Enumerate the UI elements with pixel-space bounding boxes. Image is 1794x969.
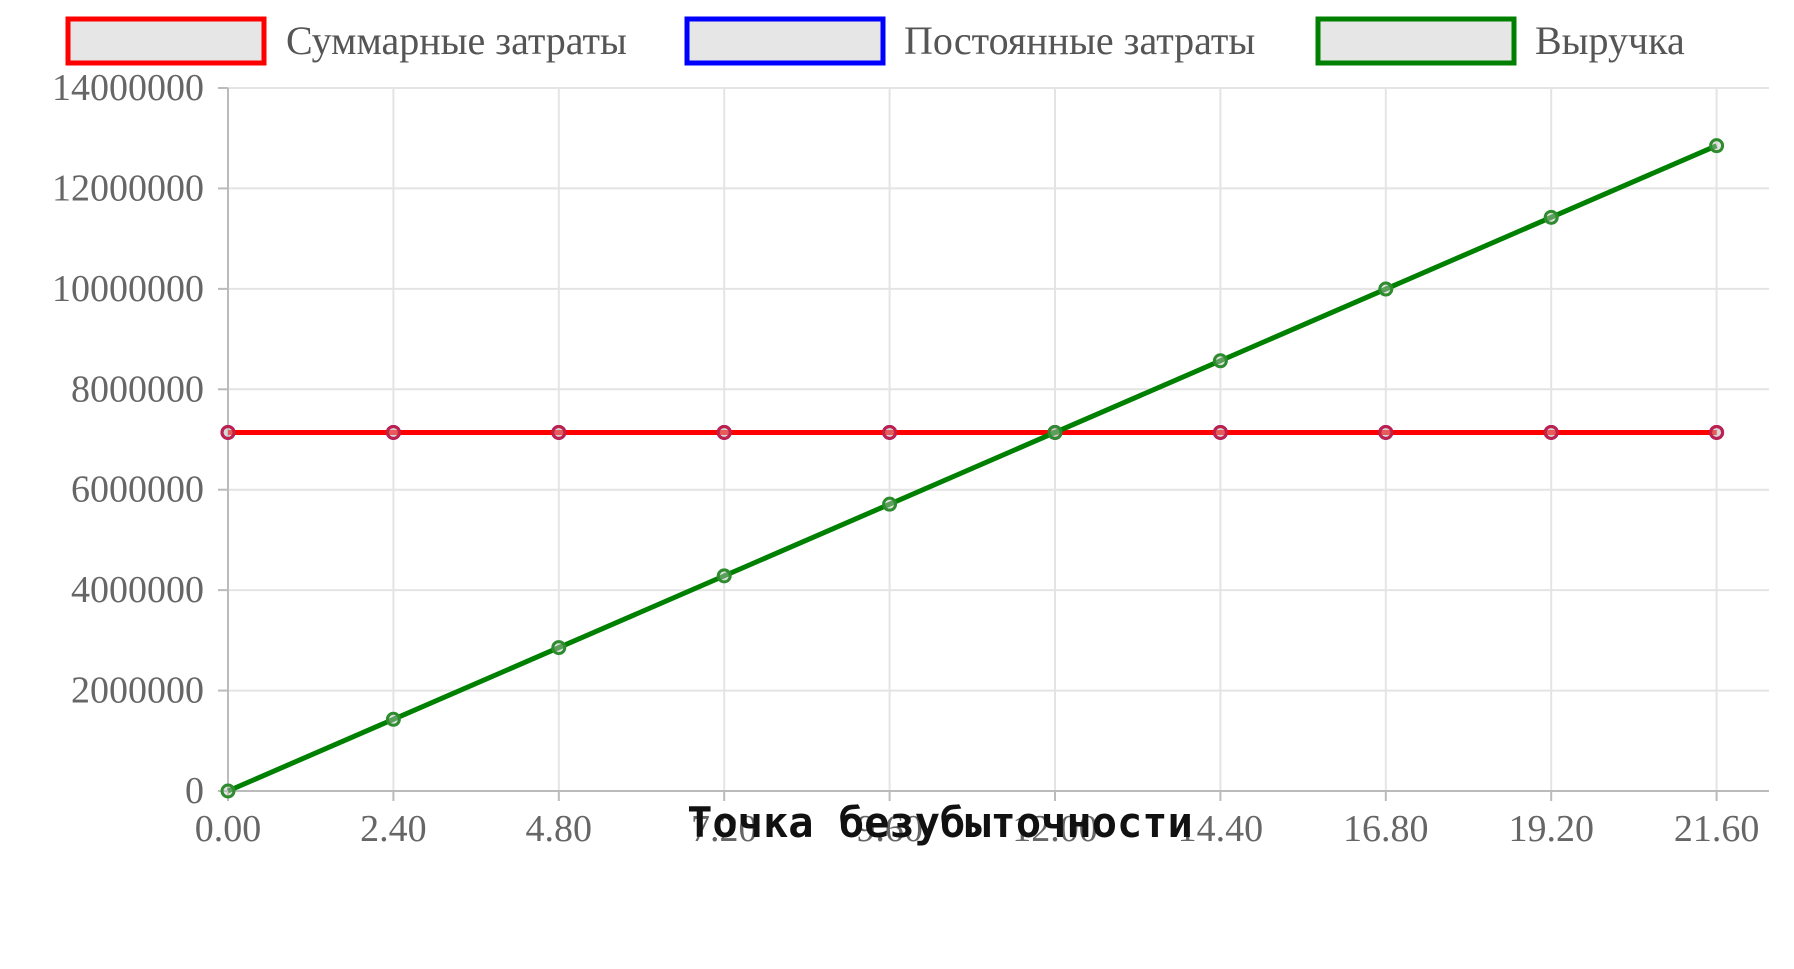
series-2-point xyxy=(1709,138,1725,154)
y-tick-label: 12000000 xyxy=(52,167,204,209)
chart-caption: Точка безубыточности xyxy=(687,798,1193,847)
series-2-group xyxy=(220,138,1725,799)
legend-item[interactable]: Выручка xyxy=(1315,16,1685,66)
legend-label: Постоянные затраты xyxy=(904,18,1255,63)
y-tick-label: 14000000 xyxy=(52,67,204,109)
y-tick-label: 8000000 xyxy=(71,368,204,410)
legend-swatch xyxy=(65,16,267,66)
x-tick-label: 14.40 xyxy=(1178,808,1264,850)
series-2-point xyxy=(716,568,732,584)
series-0-point xyxy=(385,424,401,440)
series-2-point xyxy=(1047,424,1063,440)
x-tick-label: 12.00 xyxy=(1012,808,1098,850)
y-tick-label: 2000000 xyxy=(71,670,204,712)
x-tick-label: 19.20 xyxy=(1508,808,1594,850)
legend-swatch xyxy=(684,16,886,66)
x-tick-label: 7.20 xyxy=(691,808,758,850)
series-0-point xyxy=(220,424,236,440)
series-lines xyxy=(220,138,1725,799)
y-tick-label: 6000000 xyxy=(71,469,204,511)
series-2-point xyxy=(1212,353,1228,369)
series-2-point xyxy=(1543,209,1559,225)
series-0-point xyxy=(551,424,567,440)
x-tick-label: 0.00 xyxy=(195,808,262,850)
legend-label: Суммарные затраты xyxy=(286,18,627,63)
x-tick-label: 16.80 xyxy=(1343,808,1429,850)
series-0-group xyxy=(220,424,1725,440)
grid xyxy=(228,87,1769,791)
x-tick-label: 9.60 xyxy=(856,808,923,850)
axes: 0 2000000 4000000 6000000 8000000 10000000 120… xyxy=(52,67,1769,850)
legend: Суммарные затраты Постоянные затраты Выруч… xyxy=(65,16,1685,66)
legend-label: Выручка xyxy=(1535,18,1685,63)
series-0-point xyxy=(882,424,898,440)
series-0-point xyxy=(716,424,732,440)
legend-item[interactable]: Суммарные затраты xyxy=(65,16,627,66)
series-2-point xyxy=(1378,281,1394,297)
x-tick-label: 21.60 xyxy=(1674,808,1760,850)
series-0-point xyxy=(1212,424,1228,440)
x-tick-label: 4.80 xyxy=(526,808,593,850)
legend-swatch xyxy=(1315,16,1517,66)
series-2-point xyxy=(882,496,898,512)
series-2-point xyxy=(220,783,236,799)
series-0-point xyxy=(1709,424,1725,440)
series-2-point xyxy=(551,640,567,656)
y-tick-label: 0 xyxy=(185,770,204,812)
y-tick-label: 4000000 xyxy=(71,569,204,611)
legend-item[interactable]: Постоянные затраты xyxy=(684,16,1255,66)
x-tick-label: 2.40 xyxy=(360,808,427,850)
series-0-point xyxy=(1378,424,1394,440)
series-2-point xyxy=(385,711,401,727)
series-2-line xyxy=(227,143,1718,794)
y-tick-label: 10000000 xyxy=(52,268,204,310)
series-0-point xyxy=(1543,424,1559,440)
